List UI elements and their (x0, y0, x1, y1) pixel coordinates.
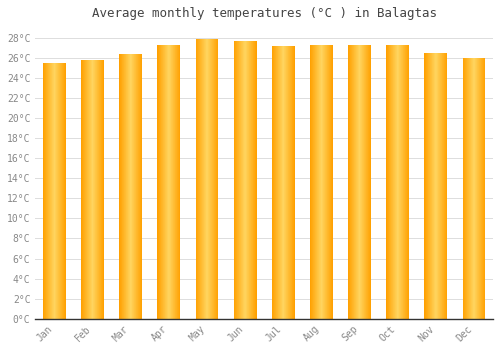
Title: Average monthly temperatures (°C ) in Balagtas: Average monthly temperatures (°C ) in Ba… (92, 7, 436, 20)
